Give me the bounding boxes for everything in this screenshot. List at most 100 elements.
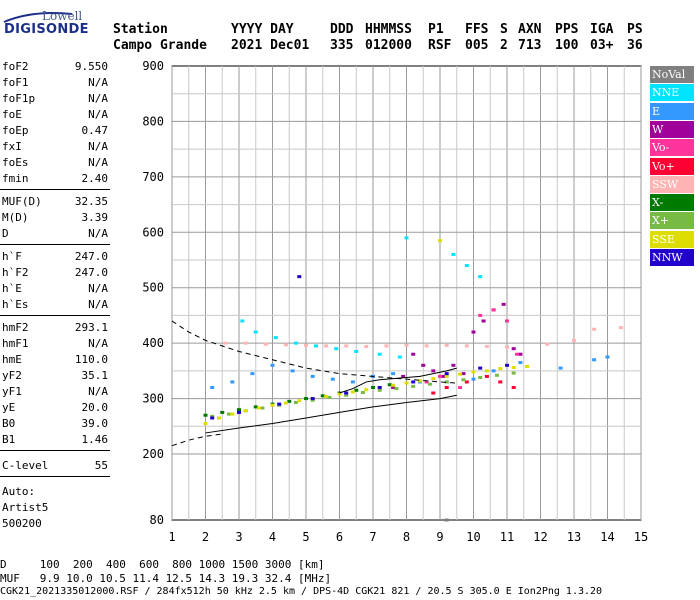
echo-point-w <box>441 374 446 378</box>
param-value: 3.39 <box>81 211 109 224</box>
param-value: N/A <box>88 337 108 350</box>
param-label: h`E <box>2 282 22 295</box>
param-label: foF2 <box>2 60 29 73</box>
param-value: 35.1 <box>81 369 109 382</box>
echo-point-ssw <box>304 343 308 347</box>
echo-point-sse <box>525 364 530 368</box>
param-label: h`F2 <box>2 266 29 279</box>
header-label-yyyy-day: YYYY DAY <box>231 22 294 37</box>
echo-point-sse <box>364 388 369 392</box>
echo-point-sse <box>511 366 516 370</box>
echo-point-ssw <box>618 326 623 330</box>
header-value-pps: 100 <box>555 38 579 53</box>
echo-point-w <box>511 347 516 351</box>
param-value: N/A <box>88 156 108 169</box>
echo-point-vo- <box>444 385 449 389</box>
param-row-b0: B0 39.0 <box>2 417 108 433</box>
echo-point-w <box>451 363 456 367</box>
param-value: N/A <box>88 282 108 295</box>
echo-point-e <box>290 369 295 373</box>
header-value-s: 2 <box>500 38 508 53</box>
param-value: 247.0 <box>74 266 108 279</box>
header-label-ps: PS <box>627 22 643 37</box>
param-label: hmF1 <box>2 337 29 350</box>
echo-point-ssw <box>424 344 429 348</box>
echo-point-ssw <box>484 344 489 348</box>
echo-point-w <box>421 363 426 367</box>
echo-point-nne <box>314 344 319 348</box>
param-row-mufd: MUF(D) 32.35 <box>2 195 108 211</box>
echo-point-sse <box>404 381 409 385</box>
param-label: foEp <box>2 124 29 137</box>
echo-point-e <box>471 377 476 381</box>
y-tick-label: 700 <box>142 170 164 184</box>
echo-point-ssw <box>572 338 576 342</box>
param-separator <box>0 315 110 316</box>
echo-point-vo- <box>438 374 442 378</box>
echo-point-w <box>481 319 486 323</box>
echo-point-nne <box>377 352 382 356</box>
param-row-md: M(D) 3.39 <box>2 211 108 227</box>
param-label: foEs <box>2 156 29 169</box>
x-tick-label: 11 <box>500 530 514 544</box>
logo-top-text: Lowell <box>42 9 83 23</box>
echo-point-x- <box>377 388 382 392</box>
param-separator <box>0 244 110 245</box>
echo-point-ssw <box>324 344 329 348</box>
param-value: 39.0 <box>81 417 109 430</box>
echo-point-nne <box>397 355 402 359</box>
param-separator <box>0 476 110 477</box>
param-row-hf2: h`F2 247.0 <box>2 266 108 282</box>
x-tick-label: 3 <box>235 530 242 544</box>
x-tick-label: 4 <box>269 530 276 544</box>
x-tick-label: 9 <box>436 530 443 544</box>
echo-point-e <box>491 369 496 373</box>
param-value: 55 <box>94 459 108 472</box>
legend-item-x-: X- <box>650 194 694 212</box>
echo-point-ssw <box>344 344 349 348</box>
auto-program: Artist5 <box>2 501 49 514</box>
legend-item-noval: NoVal <box>650 66 694 83</box>
param-label: M(D) <box>2 211 29 224</box>
echo-point-noval <box>444 518 449 522</box>
header-label-s: S <box>500 22 508 37</box>
profile-dashed-upper <box>171 320 457 384</box>
echo-point-sse <box>498 367 503 371</box>
param-value: N/A <box>88 227 108 240</box>
echo-point-vo- <box>424 380 429 384</box>
param-value: 1.46 <box>81 433 109 446</box>
echo-point-w <box>471 330 476 334</box>
echo-point-nnw <box>411 380 416 384</box>
param-row-c-level: C-level 55 <box>2 459 108 475</box>
echo-point-x- <box>411 384 416 388</box>
echo-point-x- <box>427 382 432 386</box>
header-value-ffs: 005 <box>465 38 489 53</box>
x-tick-label: 1 <box>168 530 175 544</box>
echo-point-x- <box>253 405 258 409</box>
echo-point-sse <box>337 392 342 396</box>
echo-point-nnw <box>444 372 449 376</box>
y-tick-label: 500 <box>142 281 164 295</box>
param-label: yE <box>2 401 16 414</box>
echo-point-nnw <box>478 366 483 370</box>
echo-point-nne <box>334 347 339 351</box>
param-row-hmf1: hmF1 N/A <box>2 337 108 353</box>
echo-point-sse <box>484 369 489 373</box>
echo-point-ssw <box>283 343 288 347</box>
legend-item-e: E <box>650 102 694 120</box>
x-tick-label: 13 <box>567 530 581 544</box>
echo-point-sse <box>203 422 208 426</box>
param-value: N/A <box>88 298 108 311</box>
param-label: hmF2 <box>2 321 29 334</box>
param-row-b1: B1 1.46 <box>2 433 108 449</box>
echo-point-sse <box>283 401 288 405</box>
header-label-p1: P1 <box>428 22 444 37</box>
echo-point-ssw <box>243 341 248 345</box>
echo-point-nne <box>240 319 245 323</box>
param-label: MUF(D) <box>2 195 42 208</box>
header-label-hhmmss: HHMMSS <box>365 22 412 37</box>
echo-point-x- <box>226 412 231 416</box>
x-tick-label: 8 <box>403 530 410 544</box>
echo-point-e <box>558 366 563 370</box>
echo-point-sse <box>270 403 275 407</box>
